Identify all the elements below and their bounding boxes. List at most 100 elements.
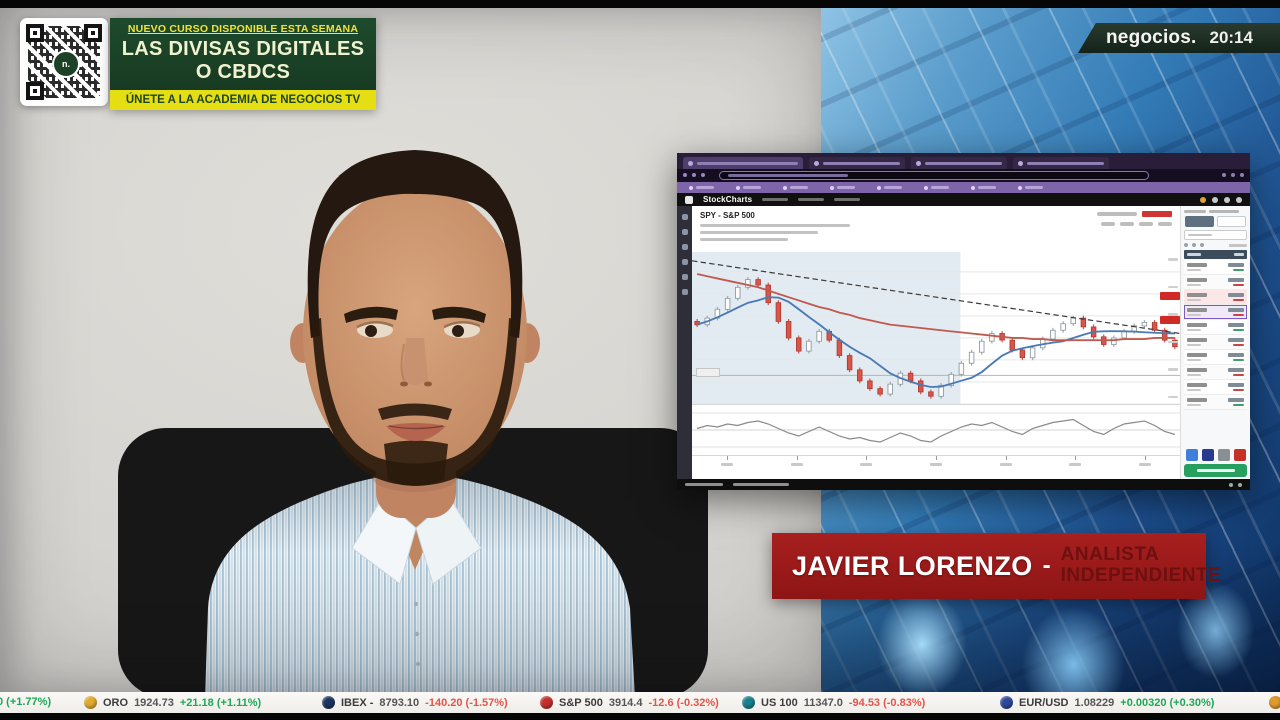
range-tab[interactable] [1120, 222, 1134, 226]
filter-icon [1192, 243, 1196, 247]
qr-finder [84, 24, 102, 42]
extension-icon [1222, 173, 1226, 177]
range-tab[interactable] [1101, 222, 1115, 226]
watchlist-row[interactable] [1184, 350, 1247, 365]
settings-button[interactable] [1217, 449, 1230, 461]
bookmark-item[interactable] [689, 185, 714, 190]
ticker-change: -140.20 (-1.57%) [425, 696, 508, 709]
channel-bug: negocios. 20:14 [1078, 23, 1280, 53]
watchlist-search-input[interactable] [1184, 230, 1247, 240]
ticker-value: 11347.0 [803, 696, 843, 709]
add-symbol-button[interactable] [1184, 464, 1247, 477]
bookmark-item[interactable] [736, 185, 761, 190]
watchlist-row[interactable] [1184, 275, 1247, 290]
promo-title-line1: LAS DIVISAS DIGITALES [121, 38, 365, 60]
bookmark-favicon-icon [971, 185, 975, 190]
axis-label-blur [930, 463, 942, 466]
annotate-tool-icon [681, 229, 688, 235]
qr-center-logo: n. [52, 50, 80, 78]
stockcharts-nav: StockCharts [677, 193, 1250, 206]
bookmark-item[interactable] [1018, 185, 1043, 190]
bookmark-item[interactable] [783, 185, 808, 190]
face [303, 185, 527, 481]
browser-tab[interactable] [911, 157, 1007, 169]
axis-label-blur [999, 463, 1012, 466]
browser-tab[interactable] [809, 157, 905, 169]
account-icon [1231, 173, 1235, 177]
watchlist-row[interactable] [1184, 290, 1247, 305]
favicon-icon [688, 160, 693, 166]
panel-tab[interactable] [1217, 216, 1246, 227]
hair [307, 150, 523, 338]
promo-title-line2: O CBDCS [195, 61, 291, 83]
refresh-icon [701, 173, 705, 177]
browser-tab-active[interactable] [683, 157, 803, 169]
blurred-text [884, 186, 902, 189]
qr-code: n. [20, 18, 108, 106]
support-level-tag [696, 368, 720, 377]
market-ticker: 0 (+1.77%) ORO 1924.73 +21.18 (+1.11%) IBEX… [0, 692, 1280, 713]
letterbox-top [0, 0, 1280, 8]
range-tab[interactable] [1139, 222, 1153, 226]
ticker-label: IBEX - [341, 696, 374, 709]
nav-menu-item[interactable] [798, 197, 825, 202]
watchlist-row[interactable] [1184, 365, 1247, 380]
browser-toolbar-icons[interactable] [1222, 173, 1244, 177]
promo-banner: n. NUEVO CURSO DISPONIBLE ESTA SEMANA LA… [20, 18, 376, 110]
ticker-change: +0.00320 (+0.30%) [1120, 696, 1215, 709]
ticker-change: +21.18 (+1.11%) [179, 696, 262, 709]
bookmark-item[interactable] [971, 185, 996, 190]
ticker-item-eurusd: EUR/USD 1.08229 +0.00320 (+0.30%) [1000, 692, 1214, 713]
bookmark-favicon-icon [1018, 185, 1022, 190]
ticker-label: ORO [103, 696, 129, 709]
ticker-label: US 100 [761, 696, 798, 709]
axis-tick [726, 456, 728, 460]
blurred-text [790, 186, 808, 189]
watchlist-row[interactable] [1184, 305, 1247, 320]
bookmark-item[interactable] [877, 185, 902, 190]
nav-menu-item[interactable] [762, 197, 789, 202]
range-tab[interactable] [1158, 222, 1172, 226]
separator: - [1042, 552, 1051, 579]
ticker-value: 1924.73 [134, 696, 174, 709]
chart-style-button[interactable] [1185, 449, 1198, 461]
watchlist-row[interactable] [1184, 380, 1247, 395]
browser-tab[interactable] [1013, 157, 1109, 169]
view-icon [1200, 243, 1204, 247]
favicon-icon [1018, 160, 1023, 166]
watchlist-header [1184, 250, 1247, 259]
blurred-text [685, 483, 723, 486]
bookmark-item[interactable] [924, 185, 949, 190]
alert-button[interactable] [1233, 449, 1246, 461]
settings-icon [1224, 196, 1230, 203]
indicator-button[interactable] [1201, 449, 1214, 461]
watchlist-row[interactable] [1184, 320, 1247, 335]
nav-menu-item[interactable] [834, 197, 861, 202]
ibex-badge-icon [322, 696, 335, 709]
watchlist-row[interactable] [1184, 395, 1247, 410]
watchlist-row[interactable] [1184, 335, 1247, 350]
ticker-item-oro: ORO 1924.73 +21.18 (+1.11%) [84, 692, 261, 713]
browser-nav-buttons[interactable] [683, 173, 705, 177]
address-field[interactable] [719, 171, 1149, 180]
ticker-change: -12.6 (-0.32%) [648, 696, 719, 709]
panel-tab-active[interactable] [1185, 216, 1214, 227]
date-axis [692, 456, 1180, 473]
candlestick-chart[interactable] [692, 252, 1180, 404]
ticker-partial-item: 0 (+1.77%) [0, 696, 52, 708]
watchlist-row[interactable] [1184, 260, 1247, 275]
indicator-panel[interactable] [692, 404, 1180, 456]
status-icon [1238, 482, 1242, 487]
bookmark-favicon-icon [924, 185, 928, 190]
promo-cta: ÚNETE A LA ACADEMIA DE NEGOCIOS TV [110, 90, 376, 110]
nav-right-icons[interactable] [1200, 196, 1242, 203]
ticker-next-icon [1269, 696, 1280, 709]
chart-toolbar-left[interactable] [677, 206, 692, 479]
watchlist-toolbar[interactable] [1184, 243, 1247, 247]
office-chair [118, 428, 708, 698]
ticker-change: -94.53 (-0.83%) [848, 696, 926, 709]
eurusd-badge-icon [1000, 696, 1013, 709]
bookmark-item[interactable] [830, 185, 855, 190]
sort-icon [1184, 243, 1188, 247]
axis-tick [1075, 456, 1077, 460]
